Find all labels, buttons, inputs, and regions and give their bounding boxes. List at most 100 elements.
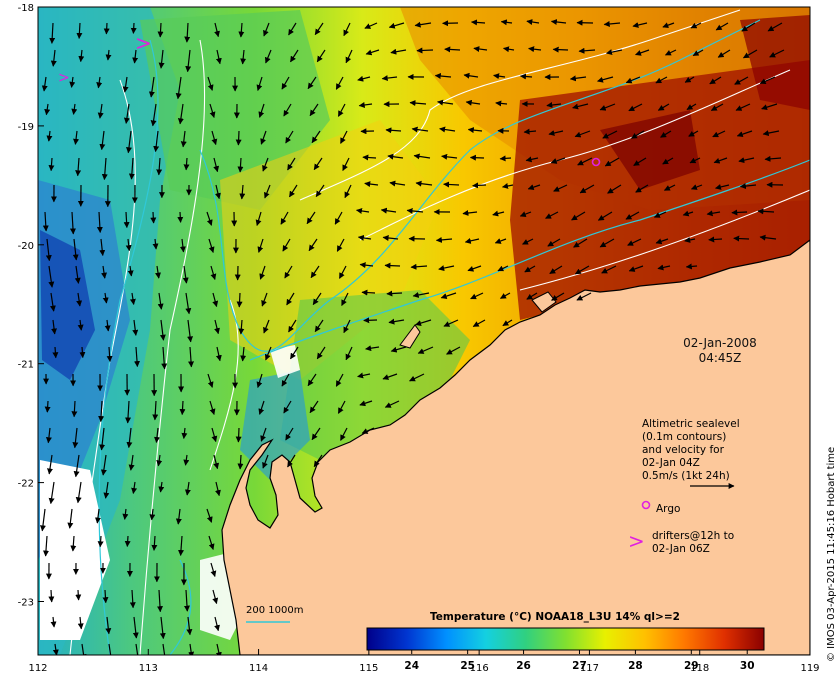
legend-line: (0.1m contours) <box>642 431 727 443</box>
velocity-arrow <box>183 454 190 466</box>
velocity-arrow <box>690 22 702 29</box>
velocity-arrow <box>209 103 216 118</box>
velocity-arrow <box>263 319 270 334</box>
velocity-arrow <box>345 49 353 64</box>
velocity-arrow <box>499 292 511 299</box>
velocity-arrow <box>499 155 512 162</box>
velocity-arrow <box>359 262 374 269</box>
velocity-arrow <box>741 22 756 32</box>
velocity-arrow <box>179 400 186 416</box>
velocity-arrow <box>314 319 324 333</box>
velocity-arrow <box>524 265 536 273</box>
velocity-arrow <box>235 427 242 443</box>
velocity-arrow <box>307 76 317 90</box>
velocity-arrow <box>545 211 559 219</box>
velocity-arrow <box>548 130 564 136</box>
velocity-arrow <box>625 76 641 84</box>
velocity-arrow <box>238 22 245 38</box>
velocity-arrow <box>124 535 131 547</box>
lon-tick-label: 114 <box>249 663 268 674</box>
velocity-arrow <box>187 319 194 343</box>
velocity-arrow <box>550 157 566 164</box>
velocity-arrow <box>287 454 296 468</box>
velocity-arrow <box>134 346 141 368</box>
velocity-arrow <box>237 157 244 173</box>
velocity-arrow <box>42 211 49 232</box>
legend-line: Altimetric sealevel <box>642 418 740 430</box>
map-legend: Altimetric sealevel (0.1m contours) and … <box>642 418 740 556</box>
velocity-arrow <box>381 75 398 82</box>
velocity-arrow <box>239 184 246 200</box>
velocity-arrow <box>155 265 161 279</box>
velocity-arrow <box>149 508 156 521</box>
velocity-arrow <box>103 22 110 35</box>
legend-drifter-icon: > <box>628 529 645 553</box>
velocity-arrow <box>343 22 351 37</box>
velocity-arrow <box>434 73 452 80</box>
velocity-arrow <box>577 157 593 166</box>
velocity-arrow <box>503 46 515 53</box>
velocity-arrow <box>662 157 674 165</box>
colorbar-tick-label: 27 <box>572 660 587 672</box>
velocity-arrow <box>184 22 191 43</box>
lon-tick-label: 113 <box>139 663 158 674</box>
velocity-arrow <box>49 22 56 44</box>
velocity-arrow <box>263 22 270 37</box>
drifter-marker: > <box>58 70 70 86</box>
velocity-arrow <box>69 211 76 235</box>
velocity-arrow <box>549 265 563 275</box>
velocity-arrow <box>759 76 776 84</box>
velocity-arrow <box>208 535 215 550</box>
velocity-arrow <box>338 265 347 279</box>
velocity-arrow <box>97 103 104 119</box>
velocity-arrow <box>736 130 753 138</box>
velocity-arrow <box>759 234 777 241</box>
velocity-arrow <box>340 427 348 441</box>
velocity-arrow <box>156 589 163 613</box>
velocity-arrow <box>125 238 132 252</box>
velocity-arrow <box>214 22 220 38</box>
velocity-arrow <box>100 454 107 476</box>
velocity-arrow <box>312 292 322 306</box>
velocity-arrow <box>259 265 266 280</box>
velocity-arrow <box>657 103 670 111</box>
velocity-arrow <box>102 589 109 604</box>
velocity-arrow <box>602 130 618 139</box>
velocity-arrow <box>363 317 378 324</box>
velocity-arrow <box>689 157 701 164</box>
velocity-arrow <box>520 73 533 80</box>
velocity-arrow <box>384 400 400 408</box>
timestamp-date: 02-Jan-2008 <box>683 336 757 350</box>
velocity-arrow <box>128 157 135 180</box>
velocity-arrow <box>519 211 532 217</box>
velocity-arrow <box>761 103 778 111</box>
velocity-arrow <box>526 292 538 300</box>
velocity-arrow <box>390 48 407 55</box>
velocity-arrow <box>526 19 540 25</box>
lat-tick-label: -18 <box>18 3 34 14</box>
velocity-arrow <box>182 265 189 284</box>
velocity-arrow <box>314 22 324 36</box>
velocity-arrow <box>494 238 507 244</box>
velocity-arrow <box>96 76 103 89</box>
velocity-arrow <box>712 130 726 138</box>
velocity-arrow <box>152 400 159 421</box>
velocity-arrow <box>607 184 622 194</box>
legend-drifters-label: drifters@12h to <box>652 530 735 542</box>
velocity-arrow <box>309 103 319 117</box>
velocity-arrow <box>572 103 589 110</box>
velocity-arrow <box>576 292 592 301</box>
velocity-arrow <box>495 100 508 107</box>
velocity-arrow <box>467 127 483 134</box>
velocity-arrow <box>123 211 130 229</box>
velocity-arrow <box>213 157 220 173</box>
velocity-arrow <box>284 265 293 279</box>
lat-tick-label: -21 <box>18 360 34 371</box>
velocity-arrow <box>262 454 269 469</box>
velocity-arrow <box>162 643 166 655</box>
velocity-arrow <box>311 427 321 441</box>
velocity-arrow <box>550 19 567 25</box>
velocity-arrow <box>345 346 353 361</box>
velocity-arrow <box>597 211 613 221</box>
